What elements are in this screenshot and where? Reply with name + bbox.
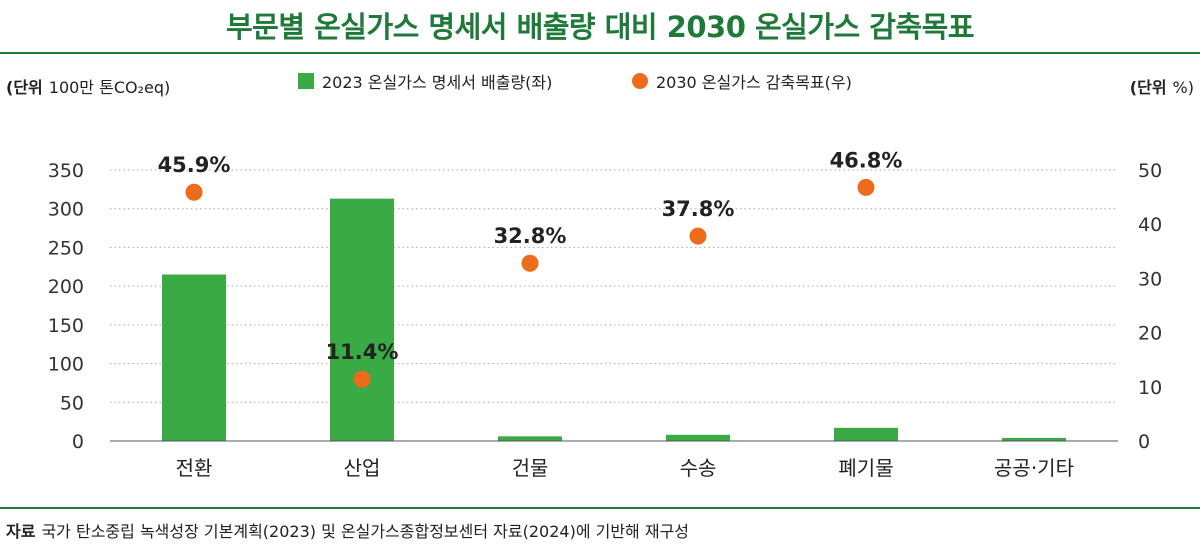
data-point	[521, 254, 539, 272]
bar-series	[162, 198, 1066, 441]
source-note: 자료 국가 탄소중립 녹색성장 기본계획(2023) 및 온실가스종합정보센터 자…	[6, 518, 689, 542]
left-tick-label: 200	[48, 276, 84, 298]
data-label: 11.4%	[326, 340, 399, 364]
left-axis-unit-value: 100만 톤CO₂eq)	[49, 78, 171, 97]
right-tick-label: 10	[1138, 377, 1162, 399]
right-tick-label: 40	[1138, 214, 1162, 236]
data-point	[857, 178, 875, 196]
title-divider	[0, 52, 1200, 54]
bar	[834, 427, 898, 441]
left-tick-label: 50	[60, 392, 84, 414]
bar	[666, 434, 730, 441]
right-axis-ticks: 0 10 20 30 40 50	[1138, 160, 1162, 453]
left-axis-unit: (단위 100만 톤CO₂eq)	[6, 78, 170, 97]
data-point	[185, 183, 203, 201]
chart-title: 부문별 온실가스 명세서 배출량 대비 2030 온실가스 감축목표	[225, 10, 975, 44]
right-axis-unit-prefix: (단위	[1130, 78, 1167, 97]
left-tick-label: 150	[48, 315, 84, 337]
right-tick-label: 50	[1138, 160, 1162, 182]
bar	[498, 436, 562, 441]
data-label: 46.8%	[830, 148, 903, 172]
right-axis-unit: (단위%)	[1130, 78, 1194, 97]
right-axis-unit-value: %)	[1173, 78, 1194, 97]
category-labels: 전환 산업 건물 수송 폐기물 공공·기타	[176, 456, 1074, 480]
left-tick-label: 100	[48, 354, 84, 376]
bar	[162, 274, 226, 441]
dot-series: 45.9% 11.4% 32.8% 37.8% 46.8%	[158, 148, 903, 388]
category-label: 전환	[176, 456, 213, 480]
left-tick-label: 300	[48, 199, 84, 221]
source-label: 자료	[6, 522, 36, 541]
data-label: 37.8%	[662, 197, 735, 221]
data-label: 45.9%	[158, 153, 231, 177]
bar	[1002, 437, 1066, 441]
right-tick-label: 0	[1138, 431, 1150, 453]
left-axis-ticks: 0 50 100 150 200 250 300 350	[48, 160, 84, 453]
legend-dot-swatch	[632, 73, 648, 89]
data-point	[353, 370, 371, 388]
legend-dot-label: 2030 온실가스 감축목표(우)	[656, 73, 852, 92]
chart: (단위 100만 톤CO₂eq) (단위%) 2023 온실가스 명세서 배출량(…	[6, 73, 1194, 480]
category-label: 건물	[512, 456, 549, 480]
left-tick-label: 350	[48, 160, 84, 182]
category-label: 공공·기타	[994, 456, 1074, 480]
left-tick-label: 0	[72, 431, 84, 453]
bar	[330, 198, 394, 441]
right-tick-label: 20	[1138, 323, 1162, 345]
data-point	[689, 227, 707, 245]
legend-bar-swatch	[298, 73, 314, 89]
legend: 2023 온실가스 명세서 배출량(좌) 2030 온실가스 감축목표(우)	[298, 73, 852, 92]
legend-bar-label: 2023 온실가스 명세서 배출량(좌)	[322, 73, 552, 92]
left-axis-unit-prefix: (단위	[6, 78, 43, 97]
data-label: 32.8%	[494, 224, 567, 248]
gridlines	[110, 169, 1118, 403]
right-tick-label: 30	[1138, 268, 1162, 290]
footer-divider	[0, 507, 1200, 509]
source-text: 국가 탄소중립 녹색성장 기본계획(2023) 및 온실가스종합정보센터 자료(…	[41, 522, 690, 541]
left-tick-label: 250	[48, 237, 84, 259]
category-label: 산업	[344, 456, 381, 480]
category-label: 폐기물	[838, 456, 893, 480]
category-label: 수송	[680, 456, 717, 480]
